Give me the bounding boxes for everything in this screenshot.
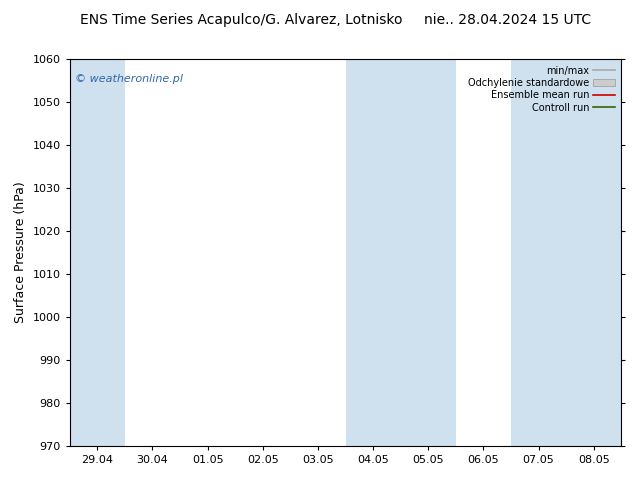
Text: © weatheronline.pl: © weatheronline.pl [75, 74, 183, 84]
Bar [511, 59, 621, 446]
Y-axis label: Surface Pressure (hPa): Surface Pressure (hPa) [14, 181, 27, 323]
Bar [346, 59, 456, 446]
Text: ENS Time Series Acapulco/G. Alvarez, Lotnisko: ENS Time Series Acapulco/G. Alvarez, Lot… [80, 13, 402, 27]
Text: nie.. 28.04.2024 15 UTC: nie.. 28.04.2024 15 UTC [424, 13, 591, 27]
Legend: min/max, Odchylenie standardowe, Ensemble mean run, Controll run: min/max, Odchylenie standardowe, Ensembl… [466, 64, 616, 115]
Bar [70, 59, 125, 446]
